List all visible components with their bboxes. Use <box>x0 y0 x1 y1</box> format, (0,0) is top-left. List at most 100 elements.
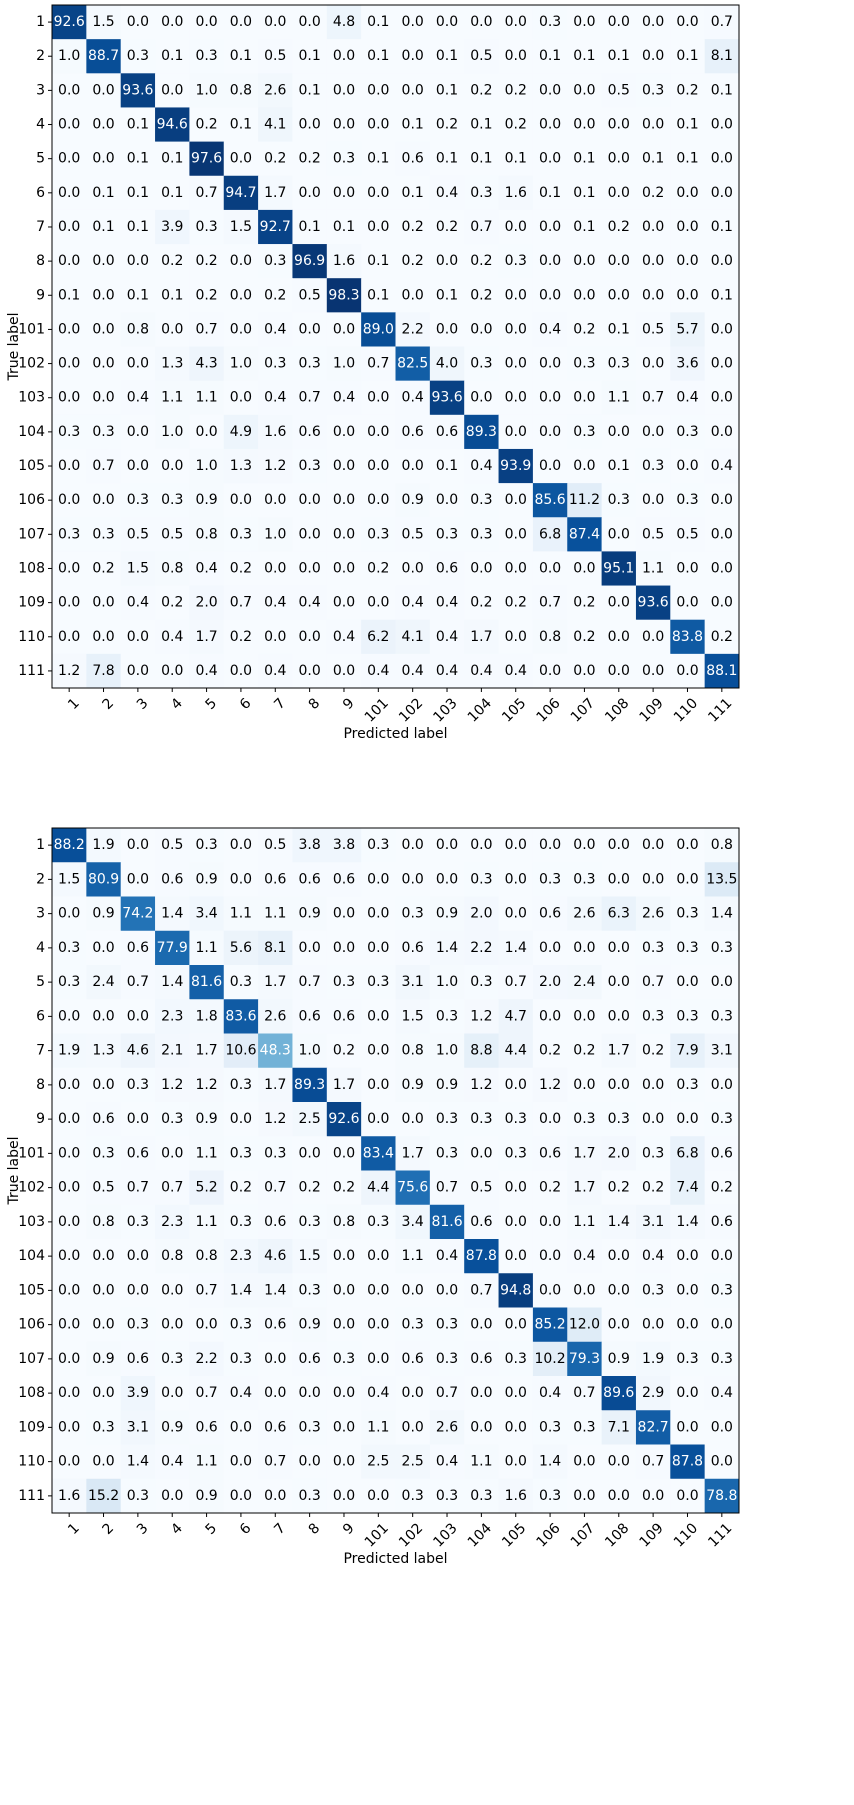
cell-value-label: 0.0 <box>230 492 252 508</box>
heatmap-cell <box>567 483 602 518</box>
heatmap-cell <box>498 1204 534 1240</box>
cell-value-label: 0.0 <box>676 219 698 235</box>
heatmap-cell <box>52 5 87 40</box>
cell-value-label: 0.2 <box>367 560 389 576</box>
cell-value-label: 0.1 <box>333 219 355 235</box>
cell-value-label: 0.0 <box>470 560 492 576</box>
cell-value-label: 0.0 <box>402 48 424 64</box>
cell-value-label: 0.1 <box>127 117 149 133</box>
heatmap-cell <box>498 141 534 177</box>
cell-value-label: 0.1 <box>127 219 149 235</box>
heatmap-cell <box>601 1307 637 1343</box>
heatmap-cell <box>52 1376 87 1411</box>
heatmap-cell <box>601 73 637 108</box>
cell-value-label: 2.6 <box>436 1419 458 1435</box>
heatmap-cell <box>223 1376 259 1411</box>
cell-value-label: 4.9 <box>230 424 252 440</box>
cell-value-label: 0.0 <box>642 837 664 853</box>
cell-value-label: 0.0 <box>539 1248 561 1264</box>
cell-value-label: 1.6 <box>505 185 527 201</box>
x-tick-label: 1 <box>65 695 83 713</box>
cell-value-label: 0.0 <box>573 14 595 30</box>
heatmap-cell <box>52 1102 87 1137</box>
cell-value-label: 0.0 <box>367 219 389 235</box>
cell-value-label: 0.7 <box>642 1454 664 1470</box>
cell-value-label: 0.0 <box>333 1454 355 1470</box>
heatmap-cell <box>120 1410 156 1445</box>
cell-value-label: 0.4 <box>436 1248 458 1264</box>
heatmap-cell <box>429 965 465 1000</box>
heatmap-cell <box>567 862 602 897</box>
heatmap-cell <box>429 862 465 897</box>
heatmap-cell <box>532 73 568 108</box>
cell-value-label: 0.1 <box>676 117 698 133</box>
cell-value-label: 87.4 <box>569 526 600 542</box>
heatmap-cell <box>567 278 602 313</box>
heatmap-cell <box>498 896 534 932</box>
cell-value-label: 0.0 <box>642 629 664 645</box>
heatmap-cell <box>223 619 259 655</box>
cell-value-label: 0.0 <box>161 82 183 98</box>
cell-value-label: 0.0 <box>161 458 183 474</box>
heatmap-cell <box>326 1376 362 1411</box>
x-tick-label: 105 <box>499 1520 529 1550</box>
heatmap-cell <box>670 380 706 416</box>
cell-value-label: 0.3 <box>573 424 595 440</box>
heatmap-cell <box>86 517 122 552</box>
cell-value-label: 81.6 <box>431 1214 462 1230</box>
heatmap-cell <box>86 930 122 966</box>
heatmap-cell <box>635 965 671 1000</box>
cell-value-label: 0.3 <box>608 356 630 372</box>
heatmap-cell <box>498 1102 534 1137</box>
cell-value-label: 0.3 <box>642 1145 664 1161</box>
heatmap-cell <box>464 585 499 621</box>
heatmap-cell <box>189 999 225 1034</box>
heatmap-cell <box>704 1239 740 1274</box>
heatmap-cell <box>292 551 328 586</box>
heatmap-cell <box>189 1067 225 1103</box>
heatmap-cell <box>223 278 259 313</box>
heatmap-cell <box>429 1478 465 1514</box>
cell-value-label: 0.4 <box>161 629 183 645</box>
heatmap-cell <box>223 1067 259 1103</box>
cell-value-label: 0.3 <box>436 1111 458 1127</box>
cell-value-label: 92.6 <box>328 1111 359 1127</box>
heatmap-cell <box>326 1307 362 1343</box>
cell-value-label: 0.0 <box>367 1488 389 1504</box>
cell-value-label: 0.4 <box>470 663 492 679</box>
cell-value-label: 0.0 <box>161 1317 183 1333</box>
heatmap-cell <box>670 483 706 518</box>
cell-value-label: 0.0 <box>711 595 733 611</box>
heatmap-cell <box>155 1033 190 1069</box>
heatmap-cell <box>464 107 499 142</box>
cell-value-label: 0.2 <box>539 1043 561 1059</box>
cell-value-label: 0.0 <box>573 458 595 474</box>
x-tick-label: 9 <box>340 1520 358 1538</box>
heatmap-cell <box>395 517 431 552</box>
cell-value-label: 0.0 <box>367 595 389 611</box>
cell-value-label: 0.1 <box>298 48 320 64</box>
cell-value-label: 0.9 <box>195 1488 217 1504</box>
x-tick-label: 7 <box>271 695 289 713</box>
heatmap-cell <box>429 5 465 40</box>
heatmap-cell <box>361 999 396 1034</box>
cell-value-label: 0.0 <box>333 1248 355 1264</box>
heatmap-cell <box>52 312 87 347</box>
heatmap-cell <box>395 930 431 966</box>
cell-value-label: 0.0 <box>470 1145 492 1161</box>
heatmap-cell <box>52 896 87 932</box>
heatmap-cell <box>326 1204 362 1240</box>
cell-value-label: 96.9 <box>294 253 325 269</box>
cell-value-label: 0.3 <box>470 356 492 372</box>
heatmap-cell <box>532 244 568 279</box>
cell-value-label: 0.5 <box>161 526 183 542</box>
heatmap-cell <box>326 1170 362 1206</box>
cell-value-label: 1.5 <box>402 1008 424 1024</box>
cell-value-label: 0.0 <box>92 1008 114 1024</box>
heatmap-cell <box>223 1478 259 1514</box>
cell-value-label: 0.2 <box>470 82 492 98</box>
cell-value-label: 0.0 <box>676 1419 698 1435</box>
heatmap-cell <box>86 828 122 863</box>
cell-value-label: 0.7 <box>195 1282 217 1298</box>
heatmap-cell <box>635 999 671 1034</box>
